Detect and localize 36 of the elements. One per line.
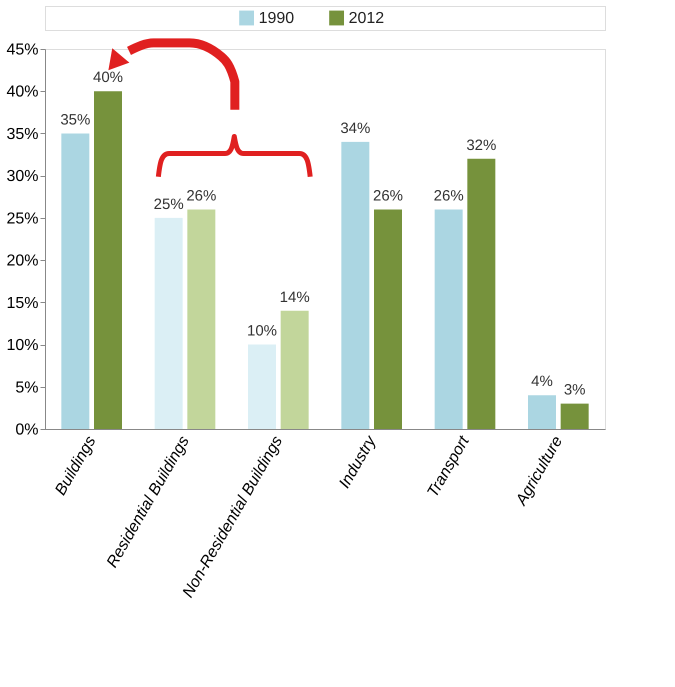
data-label: 3% <box>564 382 586 399</box>
y-tick-label: 25% <box>6 210 38 228</box>
bar <box>187 209 216 429</box>
data-label: 25% <box>154 196 184 213</box>
bar <box>154 218 183 429</box>
data-label: 26% <box>434 187 464 204</box>
y-tick-label: 30% <box>6 168 38 186</box>
bar <box>467 158 496 429</box>
bar <box>528 395 556 429</box>
data-label: 34% <box>340 120 370 137</box>
y-tick-label: 5% <box>15 379 38 396</box>
bar <box>374 209 402 429</box>
bar <box>61 133 90 429</box>
y-tick-label: 40% <box>6 84 38 101</box>
y-tick-label: 10% <box>6 337 38 354</box>
data-label: 40% <box>92 69 124 86</box>
y-tick-label: 45% <box>6 42 38 58</box>
legend-label: 2012 <box>348 10 384 27</box>
bar <box>341 142 370 429</box>
bar <box>434 209 463 429</box>
bar <box>560 404 589 429</box>
y-tick-label: 15% <box>6 294 38 312</box>
data-label: 10% <box>246 322 278 340</box>
data-label: 32% <box>466 136 496 154</box>
data-label: 26% <box>372 187 404 204</box>
y-tick-label: 0% <box>15 422 38 438</box>
data-label: 14% <box>280 288 310 306</box>
y-tick-label: 20% <box>6 252 38 270</box>
data-label: 26% <box>186 187 216 204</box>
data-label: 4% <box>531 373 553 390</box>
bar <box>94 91 122 429</box>
data-label: 35% <box>60 111 90 128</box>
bar <box>280 310 309 429</box>
y-tick-label: 35% <box>6 126 38 143</box>
bar <box>248 344 276 429</box>
legend-label: 1990 <box>258 10 294 27</box>
